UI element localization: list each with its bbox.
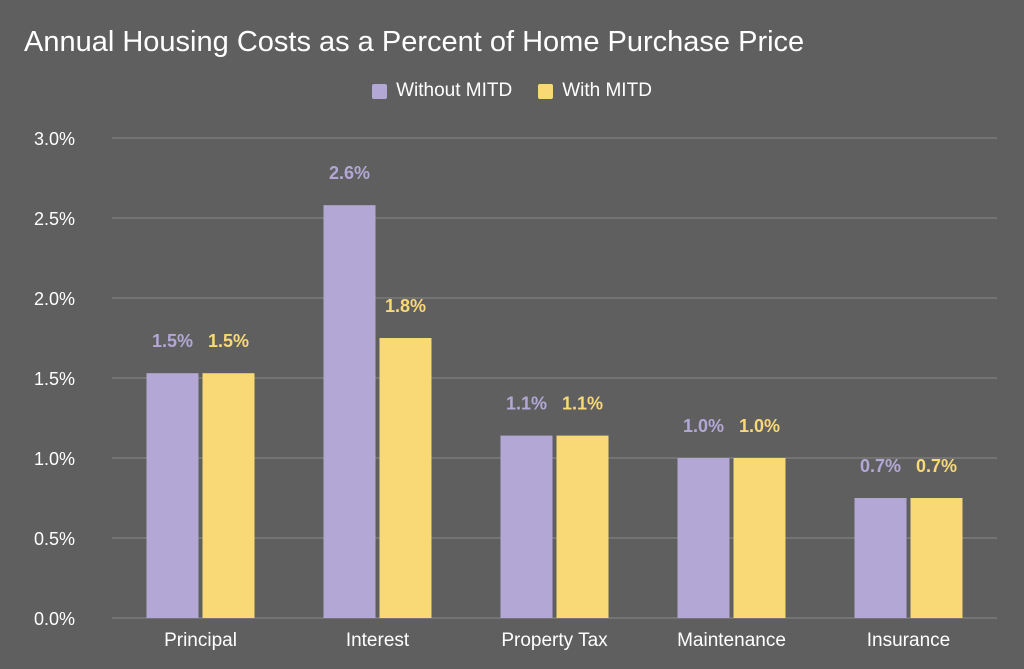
x-tick-label: Interest [346, 630, 410, 651]
legend-item-without-mitd[interactable]: Without MITD [372, 80, 512, 102]
x-tick-label: Insurance [867, 630, 950, 651]
bar-without-mitd[interactable] [677, 458, 730, 618]
bar-without-mitd[interactable] [854, 498, 907, 618]
x-tick-label: Principal [164, 630, 237, 651]
chart-title: Annual Housing Costs as a Percent of Hom… [24, 26, 805, 58]
bar-without-mitd[interactable] [146, 373, 199, 618]
bar-with-mitd[interactable] [379, 338, 432, 618]
y-tick-label: 2.0% [34, 289, 75, 309]
bar-without-mitd[interactable] [323, 205, 376, 618]
y-tick-label: 3.0% [34, 129, 75, 149]
legend-item-with-mitd[interactable]: With MITD [538, 80, 652, 102]
y-tick-label: 0.0% [34, 609, 75, 629]
legend-label-without-mitd: Without MITD [396, 80, 513, 101]
x-tick-label: Property Tax [501, 630, 608, 651]
bar-with-mitd[interactable] [556, 435, 609, 618]
bar-with-mitd[interactable] [202, 373, 255, 618]
legend: Without MITD With MITD [0, 80, 1024, 102]
y-tick-label: 1.0% [34, 449, 75, 469]
data-label: 1.1% [506, 394, 547, 414]
legend-label-with-mitd: With MITD [562, 80, 652, 101]
data-label: 1.0% [683, 416, 724, 436]
data-label: 2.6% [329, 163, 370, 183]
data-label: 0.7% [916, 456, 957, 476]
bar-with-mitd[interactable] [910, 498, 963, 618]
y-tick-label: 0.5% [34, 529, 75, 549]
legend-swatch-without-mitd [372, 83, 388, 99]
y-tick-label: 2.5% [34, 209, 75, 229]
legend-swatch-with-mitd [538, 83, 554, 99]
x-tick-label: Maintenance [677, 630, 786, 651]
data-label: 1.0% [739, 416, 780, 436]
data-label: 1.8% [385, 296, 426, 316]
data-label: 1.5% [152, 331, 193, 351]
data-label: 1.5% [208, 331, 249, 351]
bar-with-mitd[interactable] [733, 458, 786, 618]
bar-without-mitd[interactable] [500, 435, 553, 618]
data-label: 0.7% [860, 456, 901, 476]
data-label: 1.1% [562, 394, 603, 414]
y-tick-label: 1.5% [34, 369, 75, 389]
